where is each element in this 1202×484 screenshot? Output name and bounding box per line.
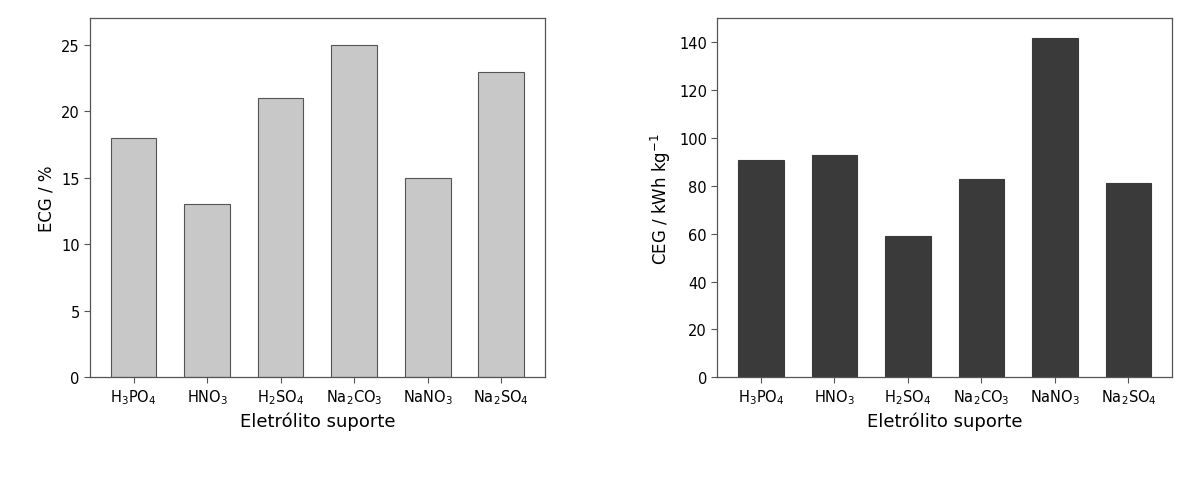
Bar bbox=[959, 180, 1004, 378]
Y-axis label: CEG / kWh kg$^{-1}$: CEG / kWh kg$^{-1}$ bbox=[649, 133, 673, 264]
Bar bbox=[885, 237, 930, 378]
Bar bbox=[738, 160, 784, 378]
Bar bbox=[1106, 184, 1152, 378]
Bar bbox=[111, 139, 156, 378]
Bar bbox=[258, 99, 303, 378]
Bar bbox=[184, 205, 230, 378]
Bar bbox=[1033, 38, 1078, 378]
X-axis label: Eletrólito suporte: Eletrólito suporte bbox=[867, 412, 1023, 431]
Y-axis label: ECG / %: ECG / % bbox=[37, 165, 55, 232]
Bar bbox=[332, 46, 377, 378]
Bar bbox=[811, 155, 857, 378]
Bar bbox=[405, 179, 451, 378]
Bar bbox=[478, 73, 524, 378]
X-axis label: Eletrólito suporte: Eletrólito suporte bbox=[239, 412, 395, 431]
